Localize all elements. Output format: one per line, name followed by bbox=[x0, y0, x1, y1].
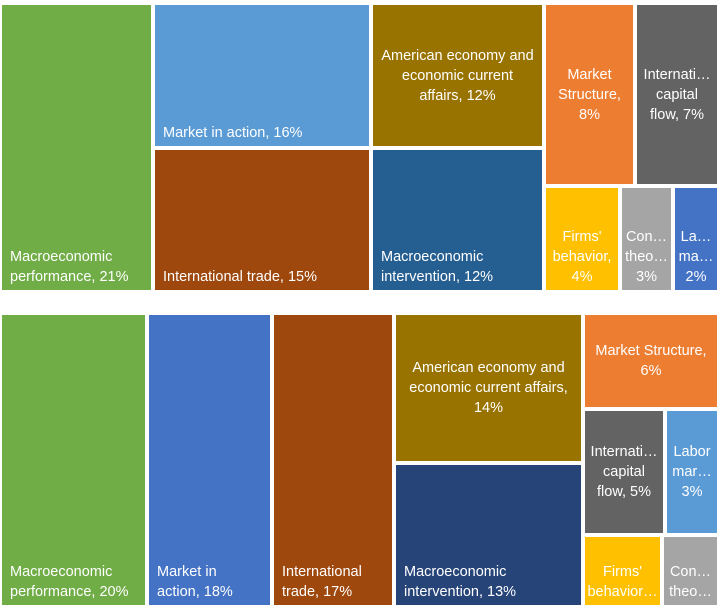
treemap-tile: American economy and economic current af… bbox=[394, 313, 583, 463]
treemap-tile: American economy and economic current af… bbox=[371, 3, 544, 148]
treemap-tile: Con… theo… 3% bbox=[620, 186, 673, 292]
tile-label: Market Structure, 8% bbox=[558, 66, 621, 123]
tile-label: International trade, 15% bbox=[163, 269, 317, 285]
tile-label: Macroeconomic performance, 20% bbox=[10, 564, 129, 600]
tile-label: Con… theo… bbox=[669, 564, 712, 600]
treemap-tile: Market in action, 16% bbox=[153, 3, 371, 148]
treemap-tile: Macroeconomic intervention, 13% bbox=[394, 463, 583, 607]
tile-label: Macroeconomic intervention, 13% bbox=[404, 564, 517, 600]
treemap-tile: International trade, 17% bbox=[272, 313, 394, 607]
treemap-tile: Macroeconomic performance, 20% bbox=[0, 313, 147, 607]
tile-label: Market in action, 18% bbox=[157, 564, 233, 600]
tile-label: Market Structure, 6% bbox=[595, 343, 707, 379]
treemap-tile: La… ma… 2% bbox=[673, 186, 719, 292]
tile-label: International trade, 17% bbox=[282, 564, 362, 600]
tile-label: American economy and economic current af… bbox=[381, 47, 534, 104]
treemap-bottom: Macroeconomic performance, 20% Market in … bbox=[0, 313, 719, 607]
treemap-tile: Market in action, 18% bbox=[147, 313, 272, 607]
tile-label: American economy and economic current af… bbox=[409, 360, 568, 416]
treemap-tile: Firms' behavior… bbox=[583, 535, 662, 607]
tile-label: Con… theo… 3% bbox=[625, 229, 668, 285]
treemap-tile: Internati… capital flow, 7% bbox=[635, 3, 719, 186]
treemap-tile: Market Structure, 8% bbox=[544, 3, 635, 186]
treemap-tile: Firms' behavior, 4% bbox=[544, 186, 620, 292]
tile-label: Internati… capital flow, 5% bbox=[590, 444, 658, 500]
tile-label: Firms' behavior… bbox=[587, 564, 658, 600]
treemap-tile: Market Structure, 6% bbox=[583, 313, 719, 409]
treemap-tile: Macroeconomic performance, 21% bbox=[0, 3, 153, 292]
treemap-tile: International trade, 15% bbox=[153, 148, 371, 292]
tile-label: Firms' behavior, 4% bbox=[552, 229, 612, 285]
tile-label: Labor mar… 3% bbox=[672, 444, 712, 500]
tile-label: Internati… capital flow, 7% bbox=[643, 66, 711, 123]
treemap-tile: Con… theo… bbox=[662, 535, 719, 607]
tile-label: Market in action, 16% bbox=[163, 125, 303, 141]
treemap-tile: Internati… capital flow, 5% bbox=[583, 409, 665, 535]
tile-label: Macroeconomic performance, 21% bbox=[10, 249, 129, 285]
treemap-tile: Macroeconomic intervention, 12% bbox=[371, 148, 544, 292]
treemap-top: Macroeconomic performance, 21% Market in … bbox=[0, 3, 719, 292]
tile-label: La… ma… 2% bbox=[678, 229, 714, 285]
tile-label: Macroeconomic intervention, 12% bbox=[381, 249, 494, 285]
treemap-tile: Labor mar… 3% bbox=[665, 409, 719, 535]
